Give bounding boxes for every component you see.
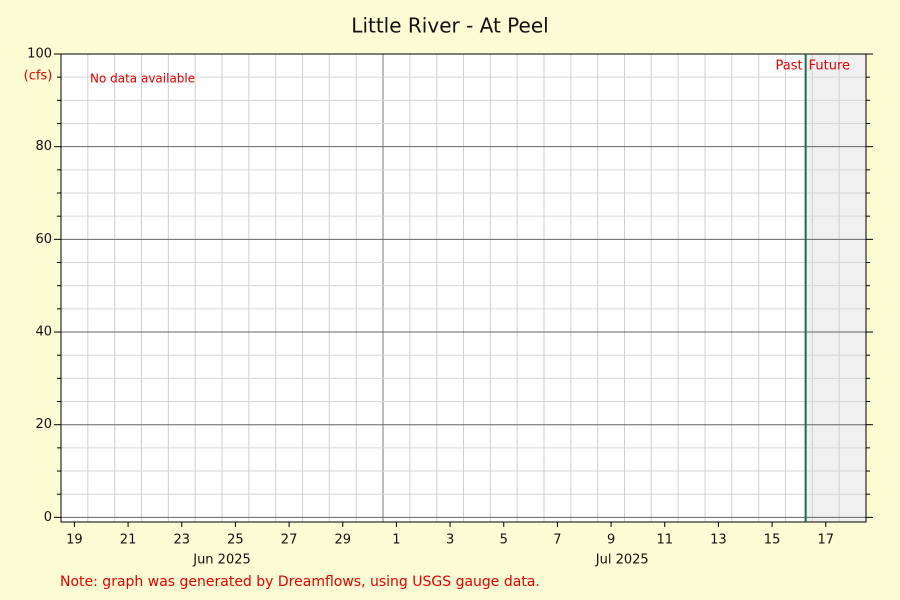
x-tick-label: 13 <box>710 533 727 548</box>
x-tick-label: 3 <box>446 533 454 548</box>
y-tick-label: 100 <box>27 47 52 62</box>
month-label: Jun 2025 <box>192 553 251 568</box>
x-tick-label: 23 <box>173 533 190 548</box>
past-label: Past <box>776 59 803 74</box>
y-tick-label: 60 <box>35 232 52 247</box>
no-data-label: No data available <box>90 72 195 86</box>
x-tick-label: 25 <box>227 533 244 548</box>
x-tick-label: 11 <box>656 533 673 548</box>
x-tick-label: 15 <box>764 533 781 548</box>
x-tick-label: 5 <box>500 533 508 548</box>
y-tick-label: 20 <box>35 417 52 432</box>
x-tick-label: 29 <box>334 533 351 548</box>
x-tick-label: 9 <box>607 533 615 548</box>
x-tick-label: 7 <box>553 533 561 548</box>
future-region <box>805 54 866 522</box>
month-label: Jul 2025 <box>595 553 649 568</box>
x-tick-label: 17 <box>817 533 834 548</box>
y-axis-label: (cfs) <box>24 69 53 84</box>
future-label: Future <box>809 59 850 74</box>
y-tick-label: 40 <box>35 325 52 340</box>
note: Note: graph was generated by Dreamflows,… <box>60 574 540 590</box>
y-tick-label: 80 <box>35 139 52 154</box>
x-tick-label: 27 <box>281 533 298 548</box>
chart-title: Little River - At Peel <box>351 14 548 38</box>
x-tick-label: 19 <box>66 533 83 548</box>
plot-frame <box>60 53 867 523</box>
x-tick-label: 21 <box>120 533 137 548</box>
y-tick-label: 0 <box>44 510 52 525</box>
x-tick-label: 1 <box>392 533 400 548</box>
